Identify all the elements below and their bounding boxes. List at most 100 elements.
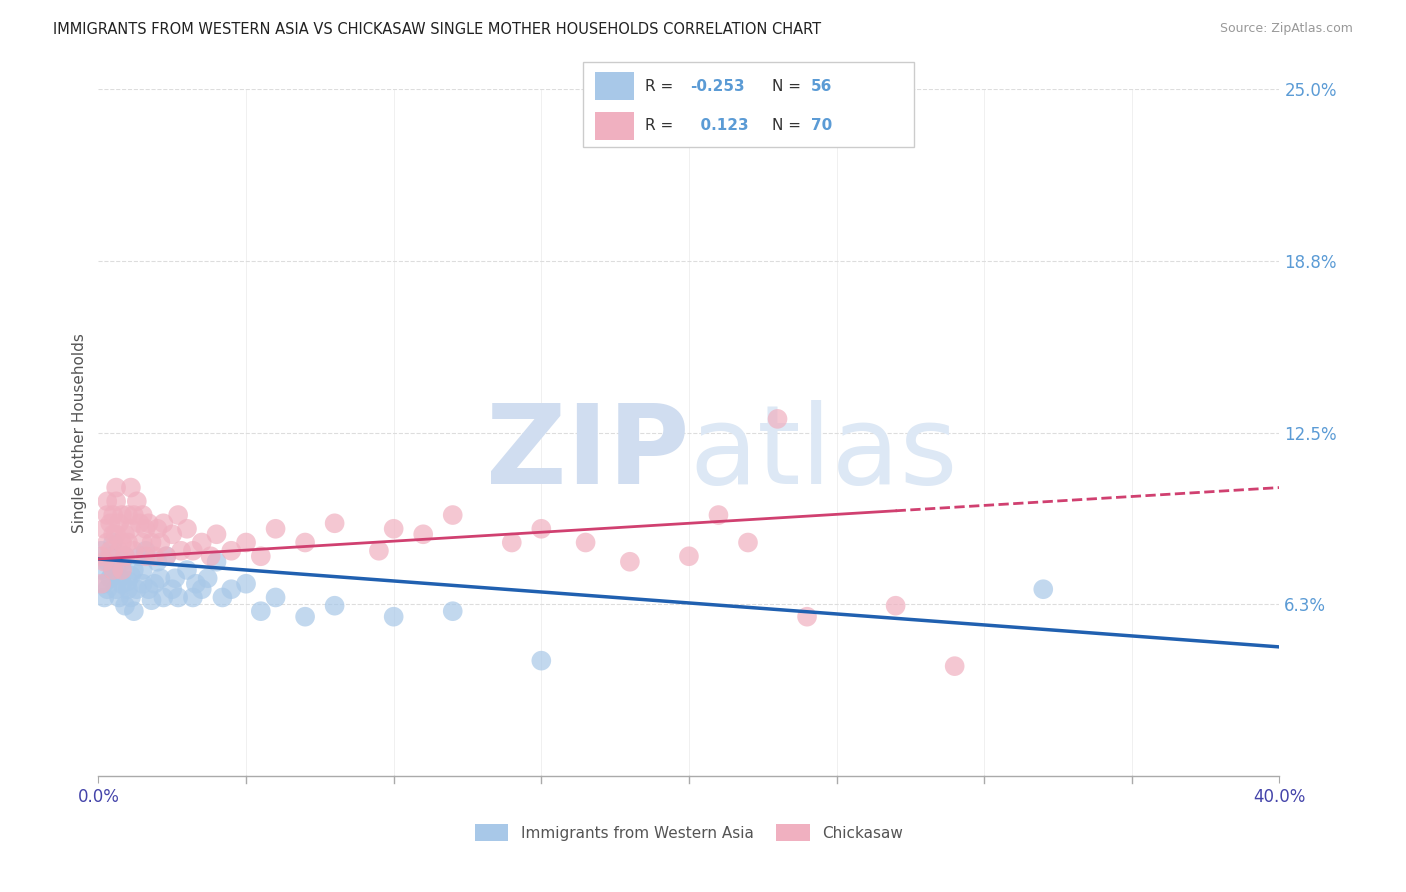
Point (884, 599, 907, 613)
Text: Source: ZipAtlas.com: Source: ZipAtlas.com (1219, 22, 1353, 36)
Point (122, 508, 145, 522)
Point (211, 591, 233, 605)
Point (191, 582, 214, 597)
Point (294, 609, 316, 624)
Point (170, 543, 193, 558)
Text: ZIP: ZIP (485, 400, 689, 507)
Point (132, 508, 155, 522)
Point (120, 481, 142, 495)
Point (138, 516, 160, 531)
Point (184, 576, 207, 591)
Point (120, 522, 142, 536)
Point (108, 543, 131, 558)
Point (235, 576, 257, 591)
Point (138, 582, 160, 597)
Point (105, 582, 128, 597)
Point (412, 527, 434, 541)
Point (105, 560, 128, 574)
Point (205, 555, 228, 569)
Point (125, 494, 148, 508)
Text: R =: R = (645, 78, 679, 94)
Point (135, 522, 157, 536)
Point (162, 582, 183, 597)
Point (530, 654, 553, 668)
Point (105, 527, 128, 541)
Point (117, 574, 139, 588)
Point (96, 494, 118, 508)
Point (146, 555, 169, 569)
Point (90, 563, 112, 577)
Point (128, 549, 150, 564)
Point (441, 604, 464, 618)
Text: 70: 70 (811, 119, 832, 134)
Point (103, 563, 125, 577)
Point (93, 591, 115, 605)
Text: IMMIGRANTS FROM WESTERN ASIA VS CHICKASAW SINGLE MOTHER HOUSEHOLDS CORRELATION C: IMMIGRANTS FROM WESTERN ASIA VS CHICKASA… (53, 22, 821, 37)
Point (96, 535, 118, 549)
Point (382, 522, 405, 536)
Point (943, 659, 966, 673)
Point (105, 494, 128, 508)
Point (167, 508, 190, 522)
Point (323, 599, 346, 613)
Point (149, 571, 172, 585)
Point (117, 582, 139, 597)
Point (197, 571, 219, 585)
Point (111, 535, 134, 549)
Point (235, 535, 257, 549)
Point (96, 508, 118, 522)
Point (368, 543, 391, 558)
Point (135, 543, 157, 558)
Point (441, 508, 464, 522)
Text: N =: N = (772, 78, 806, 94)
Point (678, 549, 700, 564)
Point (103, 508, 125, 522)
Point (323, 516, 346, 531)
Point (132, 535, 155, 549)
Point (191, 535, 214, 549)
Point (132, 576, 155, 591)
Point (165, 571, 187, 585)
Point (205, 527, 228, 541)
Point (103, 527, 125, 541)
Point (93, 576, 115, 591)
Point (93, 555, 115, 569)
Point (114, 599, 136, 613)
Point (122, 543, 145, 558)
Point (149, 535, 172, 549)
Point (143, 576, 166, 591)
Point (176, 522, 198, 536)
Point (103, 535, 125, 549)
Point (90, 549, 112, 564)
Point (382, 609, 405, 624)
Point (105, 481, 128, 495)
Point (141, 535, 163, 549)
Point (98, 543, 121, 558)
Y-axis label: Single Mother Households: Single Mother Households (72, 333, 87, 533)
Point (108, 516, 131, 531)
Point (221, 582, 243, 597)
Point (143, 549, 166, 564)
Point (120, 568, 142, 582)
Point (501, 535, 523, 549)
Point (575, 535, 598, 549)
Point (1032, 582, 1054, 597)
Point (117, 535, 139, 549)
Point (135, 549, 157, 564)
Point (98, 549, 121, 564)
Text: N =: N = (772, 119, 806, 134)
Point (181, 591, 204, 605)
Point (128, 516, 150, 531)
Point (122, 563, 145, 577)
Point (294, 535, 316, 549)
Point (707, 508, 730, 522)
Point (141, 593, 163, 607)
Point (98, 516, 121, 531)
Point (264, 591, 287, 605)
Point (766, 412, 789, 426)
Point (250, 604, 273, 618)
Legend: Immigrants from Western Asia, Chickasaw: Immigrants from Western Asia, Chickasaw (468, 818, 910, 847)
Text: R =: R = (645, 119, 679, 134)
Point (619, 555, 641, 569)
Point (176, 563, 198, 577)
